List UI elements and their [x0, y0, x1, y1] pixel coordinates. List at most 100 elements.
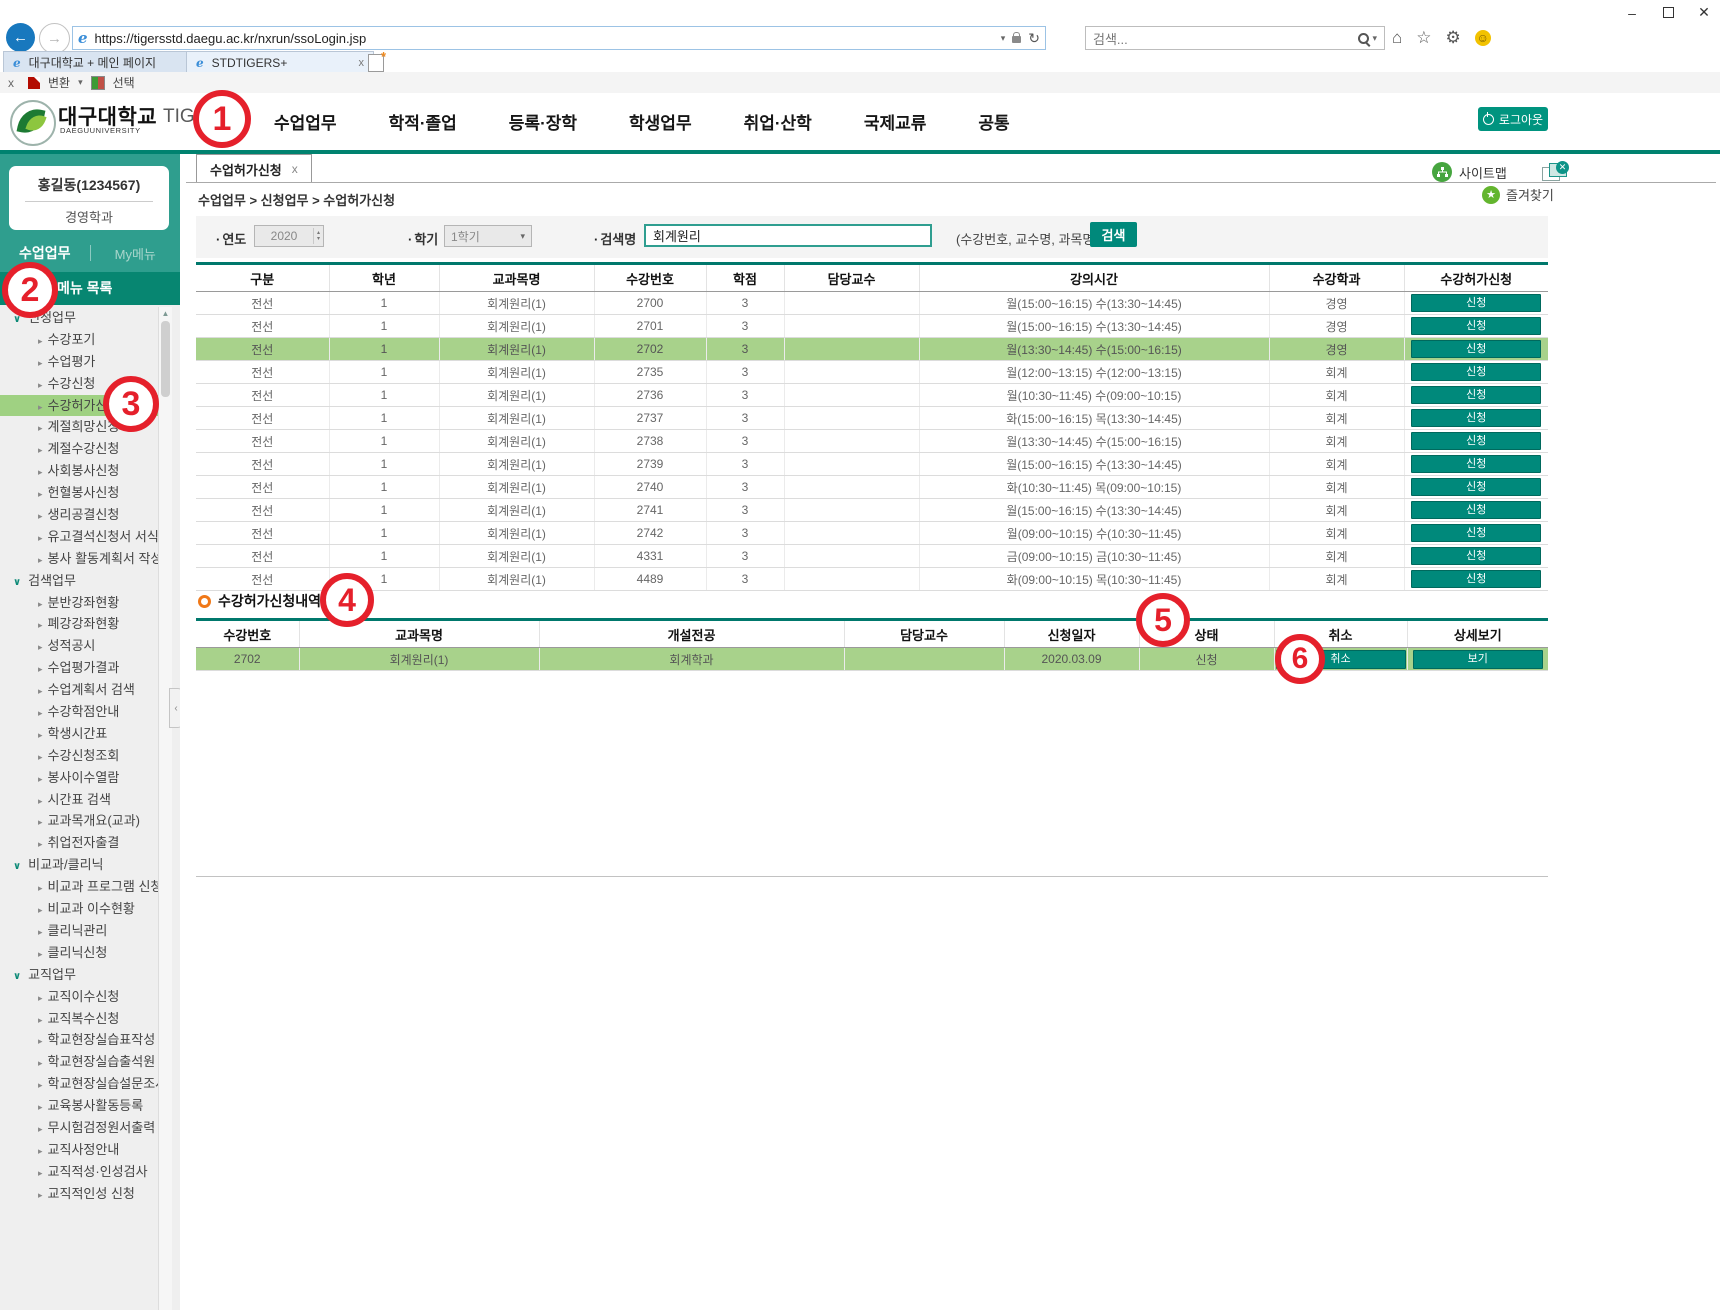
sidebar-item[interactable]: ▸ 학교현장실습표작성 [0, 1029, 170, 1051]
apply-button[interactable]: 신청 [1411, 570, 1542, 588]
search-button[interactable]: 검색 [1090, 222, 1137, 247]
sidebar-item[interactable]: ▸ 시간표 검색 [0, 789, 170, 811]
sidebar-item[interactable]: ▸ 계절희망신청 [0, 416, 170, 438]
refresh-icon[interactable]: ↻ [1028, 29, 1040, 46]
sidebar-item[interactable]: ▸ 교과목개요(교과) [0, 810, 170, 832]
nav-item-4[interactable]: 학생업무 [629, 114, 692, 133]
search-caret-icon[interactable]: ▾ [1372, 32, 1377, 43]
sidebar-item[interactable]: ▸ 수강포기 [0, 329, 170, 351]
spinner-arrows-icon[interactable]: ▴ ▾ [312, 228, 323, 244]
view-button[interactable]: 보기 [1412, 649, 1543, 669]
sidebar-item[interactable]: ▸ 취업전자출결 [0, 832, 170, 854]
sidebar-tab-mymenu[interactable]: My메뉴 [114, 246, 156, 262]
home-icon[interactable]: ⌂ [1392, 28, 1403, 47]
sidebar-item[interactable]: ▸ 수업평가결과 [0, 657, 170, 679]
sidebar-scrollbar[interactable]: ▲ ▼ [158, 307, 172, 1310]
maximize-icon[interactable] [1660, 5, 1676, 21]
sidebar-section[interactable]: ∨ 검색업무 [0, 570, 170, 592]
sidebar-item[interactable]: ▸ 교직적인성 신청 [0, 1183, 170, 1205]
page-tab-close-icon[interactable]: x [291, 162, 298, 176]
favorite-button[interactable]: ★ 즐겨찾기 [1482, 185, 1554, 204]
sidebar-item[interactable]: ▸ 비교과 이수현황 [0, 898, 170, 920]
sidebar-item[interactable]: ▸ 교직복수신청 [0, 1008, 170, 1030]
sidebar-item[interactable]: ▸ 교직적성·인성검사 [0, 1161, 170, 1183]
nav-item-6[interactable]: 국제교류 [863, 114, 927, 133]
sidebar-item[interactable]: ▸ 무시험검정원서출력 [0, 1117, 170, 1139]
sidebar-item[interactable]: ▸ 학교현장실습출석원 [0, 1051, 170, 1073]
apply-button[interactable]: 신청 [1411, 363, 1542, 381]
sidebar-tab-work[interactable]: 수업업무 [18, 245, 71, 261]
sidebar-item[interactable]: ▸ 클리닉관리 [0, 920, 170, 942]
year-spinner[interactable]: 2020 ▴ ▾ [254, 225, 324, 247]
close-all-tabs-icon[interactable]: ✕ [1542, 161, 1570, 181]
sidebar-item[interactable]: ▸ 비교과 프로그램 신청 [0, 876, 170, 898]
apply-button[interactable]: 신청 [1411, 340, 1542, 358]
apply-button[interactable]: 신청 [1411, 501, 1542, 519]
sidebar-item[interactable]: ▸ 학교현장실습설문조사 [0, 1073, 170, 1095]
sidebar-section[interactable]: ∨ 교직업무 [0, 964, 170, 986]
scrollbar-thumb[interactable] [160, 321, 170, 397]
url-text[interactable]: https://tigersstd.daegu.ac.kr/nxrun/ssoL… [94, 30, 367, 46]
close-icon[interactable]: ✕ [1698, 4, 1710, 20]
sidebar-section[interactable]: ∨ 비교과/클리닉 [0, 854, 170, 876]
browser-tab-stdtigers[interactable]: e STDTIGERS+ x [186, 51, 374, 73]
convert-caret-icon[interactable]: ▾ [78, 77, 83, 87]
nav-item-1[interactable]: 수업업무 [274, 114, 337, 133]
sitemap-button[interactable]: 사이트맵 [1432, 162, 1507, 182]
forward-icon[interactable]: → [39, 23, 70, 54]
sidebar-item[interactable]: ▸ 교육봉사활동등록 [0, 1095, 170, 1117]
commandbar-close-icon[interactable]: x [8, 75, 14, 90]
star-icon[interactable]: ☆ [1416, 28, 1432, 47]
sidebar-item[interactable]: ▸ 폐강강좌현황 [0, 613, 170, 635]
sidebar-item[interactable]: ▸ 생리공결신청 [0, 504, 170, 526]
sidebar-item[interactable]: ▸ 수업계획서 검색 [0, 679, 170, 701]
apply-button[interactable]: 신청 [1411, 409, 1542, 427]
sidebar-item[interactable]: ▸ 교직이수신청 [0, 986, 170, 1008]
gear-icon[interactable]: ⚙ [1445, 28, 1461, 47]
new-tab-icon[interactable] [368, 49, 386, 72]
dropdown-caret-icon[interactable]: ▾ [1000, 32, 1006, 43]
sidebar-item[interactable]: ▸ 유고결석신청서 서식 [0, 526, 170, 548]
term-select[interactable]: 1학기 ▾ [444, 225, 532, 247]
sidebar-item[interactable]: ▸ 성적공시 [0, 635, 170, 657]
convert-button[interactable]: 변환 [48, 76, 71, 90]
sidebar-item[interactable]: ▸ 수강신청조회 [0, 745, 170, 767]
sidebar-item[interactable]: ▸ 학생시간표 [0, 723, 170, 745]
sidebar-item[interactable]: ▸ 헌혈봉사신청 [0, 482, 170, 504]
sidebar-item[interactable]: ▸ 클리닉신청 [0, 942, 170, 964]
sidebar-item[interactable]: ▸ 교직사정안내 [0, 1139, 170, 1161]
tab-close-icon[interactable]: x [358, 56, 365, 69]
sidebar-item[interactable]: ▸ 봉사 활동계획서 작성 [0, 548, 170, 570]
sidebar-item[interactable]: ▸ 수강학점안내 [0, 701, 170, 723]
sidebar-item[interactable]: ▸ 수업평가 [0, 351, 170, 373]
apply-button[interactable]: 신청 [1411, 294, 1542, 312]
sidebar-item[interactable]: ▸ 계절수강신청 [0, 438, 170, 460]
nav-item-3[interactable]: 등록·장학 [508, 114, 578, 133]
minimize-icon[interactable]: – [1628, 4, 1636, 21]
apply-button[interactable]: 신청 [1411, 386, 1542, 404]
sidebar-item[interactable]: ▸ 분반강좌현황 [0, 592, 170, 614]
sidebar-item[interactable]: ▸ 수강신청 [0, 373, 170, 395]
nav-item-7[interactable]: 공통 [978, 114, 1010, 133]
scroll-up-icon[interactable]: ▲ [161, 309, 170, 318]
sidebar-item[interactable]: ▸ 사회봉사신청 [0, 460, 170, 482]
browser-search-input[interactable]: 검색... ▾ [1085, 26, 1385, 50]
magnifier-icon[interactable] [1358, 32, 1370, 44]
search-query-input[interactable]: 회계원리 [644, 224, 932, 247]
apply-button[interactable]: 신청 [1411, 317, 1542, 335]
url-field[interactable]: e https://tigersstd.daegu.ac.kr/nxrun/ss… [72, 26, 1046, 50]
nav-item-5[interactable]: 취업·산학 [743, 114, 812, 133]
apply-button[interactable]: 신청 [1411, 478, 1542, 496]
logout-button[interactable]: 로그아웃 [1478, 107, 1548, 131]
select-button[interactable]: 선택 [112, 76, 135, 90]
nav-item-2[interactable]: 학적·졸업 [388, 114, 457, 133]
apply-button[interactable]: 신청 [1411, 524, 1542, 542]
apply-button[interactable]: 신청 [1411, 455, 1542, 473]
smiley-icon[interactable]: ☺ [1474, 30, 1491, 46]
back-icon[interactable]: ← [6, 23, 35, 52]
page-tab[interactable]: 수업허가신청 x [196, 154, 312, 183]
sidebar-item[interactable]: ▸ 봉사이수열람 [0, 767, 170, 789]
apply-button[interactable]: 신청 [1411, 432, 1542, 450]
apply-button[interactable]: 신청 [1411, 547, 1542, 565]
browser-tab-main-page[interactable]: e 대구대학교 + 메인 페이지 [3, 51, 189, 73]
